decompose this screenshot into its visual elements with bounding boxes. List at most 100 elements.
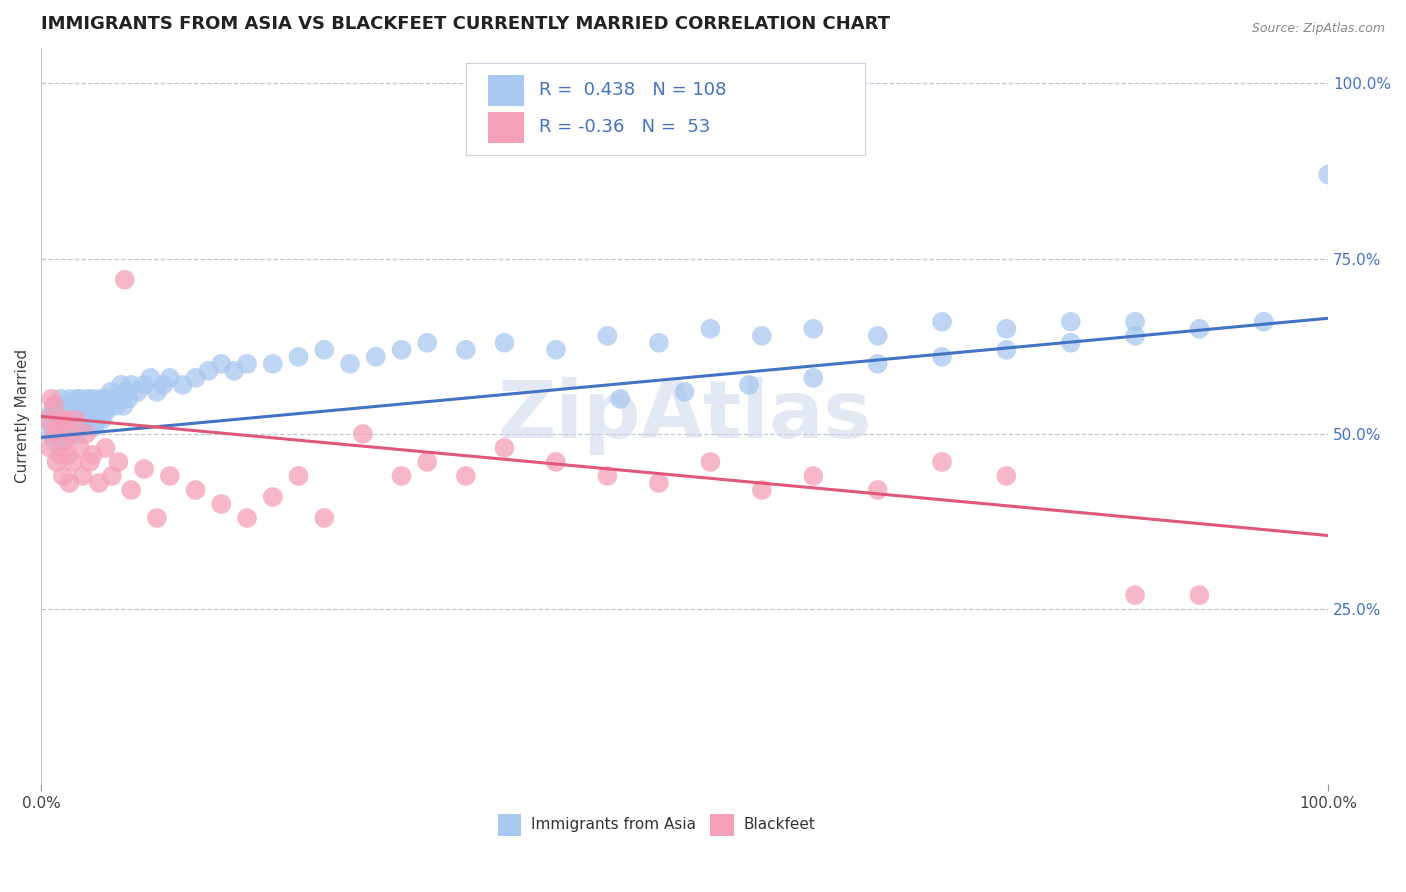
Point bbox=[49, 420, 72, 434]
Point bbox=[751, 328, 773, 343]
Point bbox=[59, 413, 82, 427]
Text: Source: ZipAtlas.com: Source: ZipAtlas.com bbox=[1251, 22, 1385, 36]
Point bbox=[544, 343, 567, 357]
Point bbox=[287, 350, 309, 364]
Point bbox=[41, 406, 63, 420]
Point bbox=[1123, 328, 1146, 343]
Point bbox=[172, 377, 194, 392]
Point bbox=[49, 392, 72, 406]
Point bbox=[62, 420, 84, 434]
Point bbox=[87, 406, 110, 420]
Point bbox=[1060, 335, 1083, 350]
Point bbox=[159, 469, 181, 483]
Text: R = -0.36   N =  53: R = -0.36 N = 53 bbox=[538, 118, 710, 136]
Point bbox=[51, 413, 73, 427]
FancyBboxPatch shape bbox=[710, 814, 734, 836]
Point bbox=[801, 371, 824, 385]
Point bbox=[58, 406, 80, 420]
Point bbox=[87, 475, 110, 490]
Point bbox=[1317, 168, 1340, 182]
Point bbox=[114, 273, 136, 287]
Point bbox=[112, 399, 135, 413]
Point bbox=[494, 441, 516, 455]
Point bbox=[72, 469, 94, 483]
FancyBboxPatch shape bbox=[488, 112, 524, 143]
Point bbox=[262, 357, 284, 371]
Point bbox=[100, 384, 122, 399]
Point bbox=[67, 426, 90, 441]
Point bbox=[46, 420, 69, 434]
Point bbox=[236, 511, 259, 525]
Point bbox=[931, 455, 953, 469]
Point bbox=[995, 469, 1018, 483]
Point bbox=[42, 399, 65, 413]
Point bbox=[82, 413, 104, 427]
Point bbox=[1123, 588, 1146, 602]
Point bbox=[63, 406, 86, 420]
Point bbox=[79, 406, 101, 420]
Point bbox=[60, 426, 83, 441]
Point bbox=[69, 441, 91, 455]
Point bbox=[75, 426, 97, 441]
Point bbox=[45, 426, 67, 441]
Point bbox=[1123, 315, 1146, 329]
Point bbox=[39, 426, 62, 441]
Point bbox=[76, 392, 98, 406]
Text: Blackfeet: Blackfeet bbox=[744, 817, 815, 832]
Point bbox=[339, 357, 361, 371]
Point bbox=[236, 357, 259, 371]
Point bbox=[209, 357, 232, 371]
Point bbox=[609, 392, 631, 406]
Point bbox=[115, 384, 138, 399]
Point bbox=[39, 441, 62, 455]
Point bbox=[49, 448, 72, 462]
Point bbox=[90, 413, 112, 427]
Point bbox=[52, 413, 75, 427]
Point bbox=[94, 406, 117, 420]
Point bbox=[866, 357, 889, 371]
Point bbox=[146, 384, 169, 399]
Point bbox=[42, 420, 65, 434]
Point bbox=[416, 335, 439, 350]
Point bbox=[45, 455, 67, 469]
Point bbox=[55, 420, 77, 434]
Point bbox=[56, 420, 79, 434]
Point bbox=[648, 335, 671, 350]
Point bbox=[56, 448, 79, 462]
Point bbox=[1253, 315, 1275, 329]
Point bbox=[314, 343, 336, 357]
FancyBboxPatch shape bbox=[498, 814, 522, 836]
Point bbox=[66, 392, 89, 406]
Point bbox=[494, 335, 516, 350]
Point bbox=[42, 434, 65, 448]
Point bbox=[56, 413, 79, 427]
Point bbox=[364, 350, 387, 364]
Text: IMMIGRANTS FROM ASIA VS BLACKFEET CURRENTLY MARRIED CORRELATION CHART: IMMIGRANTS FROM ASIA VS BLACKFEET CURREN… bbox=[41, 15, 890, 33]
Text: Immigrants from Asia: Immigrants from Asia bbox=[531, 817, 696, 832]
Point bbox=[931, 315, 953, 329]
Point bbox=[86, 413, 108, 427]
Point bbox=[58, 392, 80, 406]
Point bbox=[48, 406, 70, 420]
Point bbox=[544, 455, 567, 469]
Point bbox=[97, 399, 120, 413]
Point bbox=[146, 511, 169, 525]
Point bbox=[69, 420, 91, 434]
Point bbox=[184, 371, 207, 385]
Point bbox=[91, 399, 114, 413]
Point bbox=[648, 475, 671, 490]
Point bbox=[673, 384, 696, 399]
Point bbox=[159, 371, 181, 385]
Point bbox=[454, 343, 477, 357]
Point bbox=[41, 392, 63, 406]
Point bbox=[56, 399, 79, 413]
Point bbox=[139, 371, 162, 385]
Point bbox=[454, 469, 477, 483]
Point bbox=[995, 343, 1018, 357]
Point bbox=[699, 322, 721, 336]
Point bbox=[62, 399, 84, 413]
Point bbox=[103, 392, 125, 406]
Point bbox=[59, 426, 82, 441]
Point bbox=[37, 413, 59, 427]
Point bbox=[94, 392, 117, 406]
